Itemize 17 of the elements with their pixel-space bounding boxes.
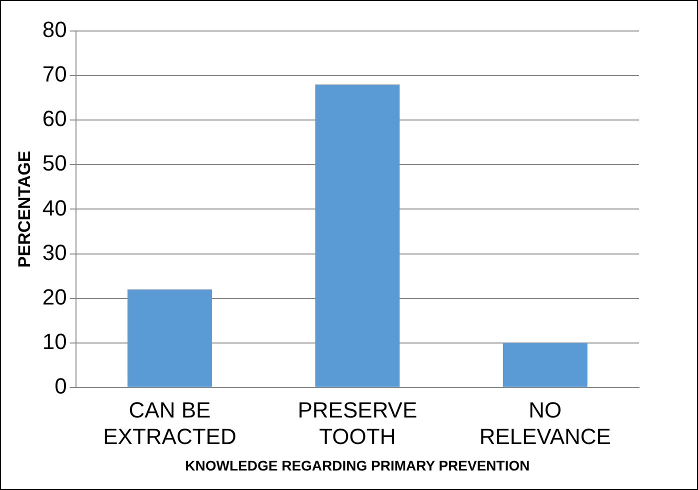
y-tick-label: 70 xyxy=(42,62,67,87)
bar xyxy=(502,342,588,387)
y-tick-label: 40 xyxy=(42,195,67,220)
y-tick-label: 0 xyxy=(54,373,67,398)
y-axis-title: PERCENTAGE xyxy=(14,150,34,268)
y-tick-label: 60 xyxy=(42,106,67,132)
y-tick-label: 50 xyxy=(42,150,67,176)
x-tick-label: NO RELEVANCE xyxy=(479,398,611,450)
bar xyxy=(315,84,400,387)
x-axis-title: KNOWLEDGE REGARDING PRIMARY PREVENTION xyxy=(185,457,530,474)
y-tick-label: 80 xyxy=(42,17,67,42)
x-tick-label: CAN BE EXTRACTED xyxy=(103,398,236,450)
y-tick-label: 10 xyxy=(42,328,67,354)
y-tick-label: 20 xyxy=(42,284,67,310)
bar xyxy=(127,289,212,387)
y-tick-label: 30 xyxy=(42,240,67,265)
x-tick-label: PRESERVE TOOTH xyxy=(298,398,418,450)
